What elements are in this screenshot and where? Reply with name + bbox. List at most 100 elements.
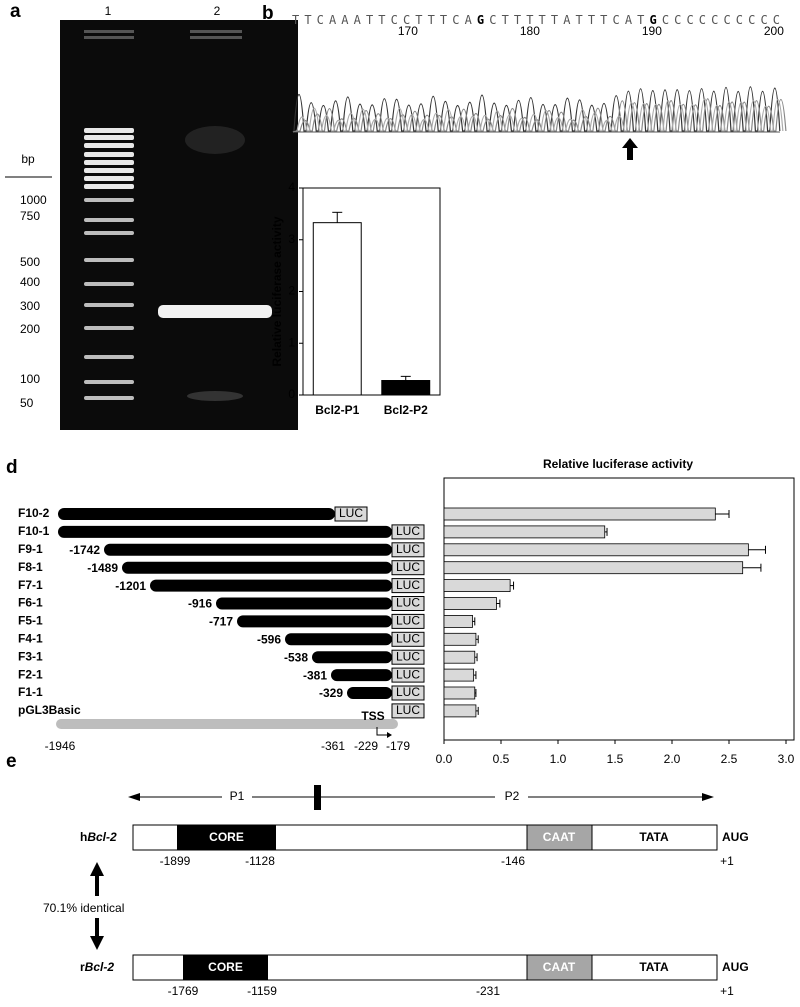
sequence-segment: TTCAAATTCCTTTCA	[292, 13, 473, 27]
panel-label: d	[6, 457, 18, 478]
construct-bar	[104, 543, 392, 556]
reporter-label: LUC	[396, 596, 420, 610]
construct-label: F10-1	[18, 524, 50, 538]
position-label: -1769	[168, 984, 199, 998]
reporter-box	[334, 506, 368, 522]
caat-label: CAAT	[543, 960, 576, 974]
identity-arrow-down	[90, 918, 104, 950]
boundary-mark	[314, 785, 321, 810]
position-label: -146	[501, 854, 525, 868]
reporter-box	[391, 703, 425, 719]
construct-start: -1201	[115, 579, 146, 593]
construct-label: F3-1	[18, 649, 43, 663]
marker-label: 200	[20, 322, 40, 336]
bar	[443, 686, 476, 700]
reporter-label: LUC	[396, 631, 420, 645]
marker-label: 400	[20, 275, 40, 289]
reporter-label: LUC	[396, 667, 420, 681]
tss-arrowhead	[387, 732, 392, 738]
construct-label: pGL3Basic	[18, 703, 81, 717]
core-box	[177, 825, 276, 850]
construct-label: F8-1	[18, 560, 43, 574]
well	[84, 36, 134, 39]
core-label: CORE	[209, 830, 244, 844]
construct-label: F7-1	[18, 578, 43, 592]
x-tick-label: 0.0	[436, 752, 453, 766]
core-label: CORE	[208, 960, 243, 974]
arrowhead	[128, 793, 140, 801]
construct-bar	[347, 687, 392, 699]
reporter-box	[391, 524, 425, 540]
reporter-label: LUC	[396, 542, 420, 556]
ladder-band	[84, 128, 134, 133]
sequence-segment: G	[649, 13, 656, 27]
map-label: -1946	[45, 739, 76, 753]
marker-label: 300	[20, 299, 40, 313]
identity-arrow-up	[90, 862, 104, 896]
tata-label: TATA	[639, 960, 669, 974]
gene-name: Bcl-2	[85, 960, 115, 974]
start-codon: AUG	[722, 960, 749, 974]
ladder-band	[84, 176, 134, 181]
x-tick-label: 2.0	[664, 752, 681, 766]
species: h	[80, 830, 87, 844]
sequence-position: 190	[642, 24, 662, 38]
reporter-box	[391, 542, 425, 558]
construct-start: -1742	[69, 543, 100, 557]
construct-bar	[216, 597, 392, 610]
panel-label: b	[262, 3, 274, 24]
reporter-box	[391, 560, 425, 576]
y-tick-label: 1	[288, 335, 295, 349]
lane-label: 1	[105, 4, 112, 18]
reporter-label: LUC	[396, 649, 420, 663]
caat-box	[526, 824, 593, 851]
reporter-label: LUC	[396, 524, 420, 538]
position-label: -1128	[245, 854, 275, 868]
smear	[185, 126, 245, 154]
bar	[443, 668, 475, 682]
reporter-box	[391, 649, 425, 665]
ladder-band	[84, 218, 134, 222]
bar	[443, 579, 511, 592]
bar	[443, 543, 749, 557]
gel	[60, 20, 298, 430]
well	[84, 30, 134, 33]
panel-label: e	[6, 751, 17, 772]
construct-start: -596	[257, 632, 281, 646]
reporter-label: LUC	[396, 578, 420, 592]
construct-start: -329	[319, 686, 343, 700]
panel-label: a	[10, 1, 21, 22]
start-codon: AUG	[722, 830, 749, 844]
ladder-band	[84, 258, 134, 262]
construct-start: -538	[284, 650, 308, 664]
bar	[443, 561, 744, 575]
chart-title: Relative luciferase activity	[543, 457, 693, 471]
y-axis-title: Relative luciferase activity	[270, 216, 284, 366]
position-label: +1	[720, 854, 734, 868]
core-box	[183, 955, 268, 980]
x-tick-label: 1.5	[607, 752, 624, 766]
chromatogram-trace	[292, 86, 781, 133]
sequence-segment: CTTTTTATTTCAT	[489, 13, 644, 27]
construct-start: -381	[303, 668, 327, 682]
x-tick-label: 3.0	[778, 752, 795, 766]
bar	[443, 704, 477, 718]
construct-bar	[122, 561, 392, 574]
ladder-band	[84, 282, 134, 286]
construct-bar	[312, 651, 392, 664]
position-label: -231	[476, 984, 500, 998]
ladder-band	[84, 184, 134, 189]
construct-label: F1-1	[18, 685, 43, 699]
ladder-band	[84, 326, 134, 330]
construct-start: -717	[209, 615, 233, 629]
construct-bar	[58, 508, 335, 520]
ladder-band	[84, 303, 134, 307]
sequence-segment: G	[477, 13, 484, 27]
gene-label: hBcl-2	[80, 830, 117, 844]
construct-bar	[150, 579, 392, 592]
construct-label: F10-2	[18, 506, 50, 520]
well	[190, 36, 242, 39]
reporter-box	[391, 613, 425, 629]
construct-start: -916	[188, 597, 212, 611]
position-label: +1	[720, 984, 734, 998]
